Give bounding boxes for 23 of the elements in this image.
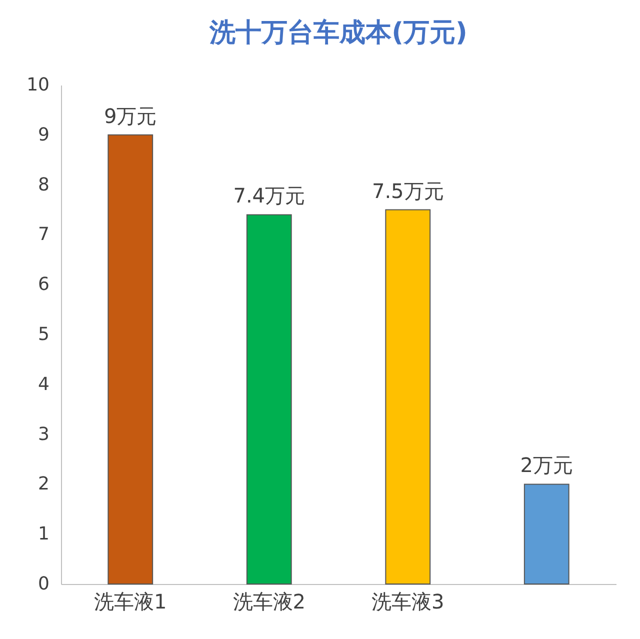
y-tick-label: 1 — [38, 524, 50, 545]
y-tick-label: 4 — [38, 374, 50, 395]
data-label: 9万元 — [104, 104, 157, 128]
y-tick-label: 10 — [26, 74, 50, 96]
bar — [524, 484, 570, 584]
data-label: 2万元 — [520, 453, 573, 478]
y-tick-label: 8 — [38, 174, 50, 196]
x-tick-label: 洗车液1 — [94, 590, 167, 614]
bar — [108, 134, 154, 584]
chart-title: 洗十万台车成本(万元) — [208, 18, 468, 48]
y-tick-label: 0 — [38, 574, 50, 594]
y-tick-label: 9 — [38, 124, 50, 146]
x-tick-label: 洗车液3 — [372, 590, 444, 614]
y-tick-label: 3 — [38, 424, 50, 445]
y-tick-label: 6 — [38, 274, 50, 296]
data-label: 7.4万元 — [233, 184, 306, 208]
bar — [385, 209, 431, 584]
bar — [246, 214, 292, 584]
data-label: 7.5万元 — [372, 178, 444, 203]
y-tick-label: 5 — [38, 324, 50, 345]
x-tick-label: 洗车液2 — [232, 590, 306, 614]
y-tick-label: 7 — [38, 224, 50, 246]
y-tick-label: 2 — [38, 474, 50, 495]
